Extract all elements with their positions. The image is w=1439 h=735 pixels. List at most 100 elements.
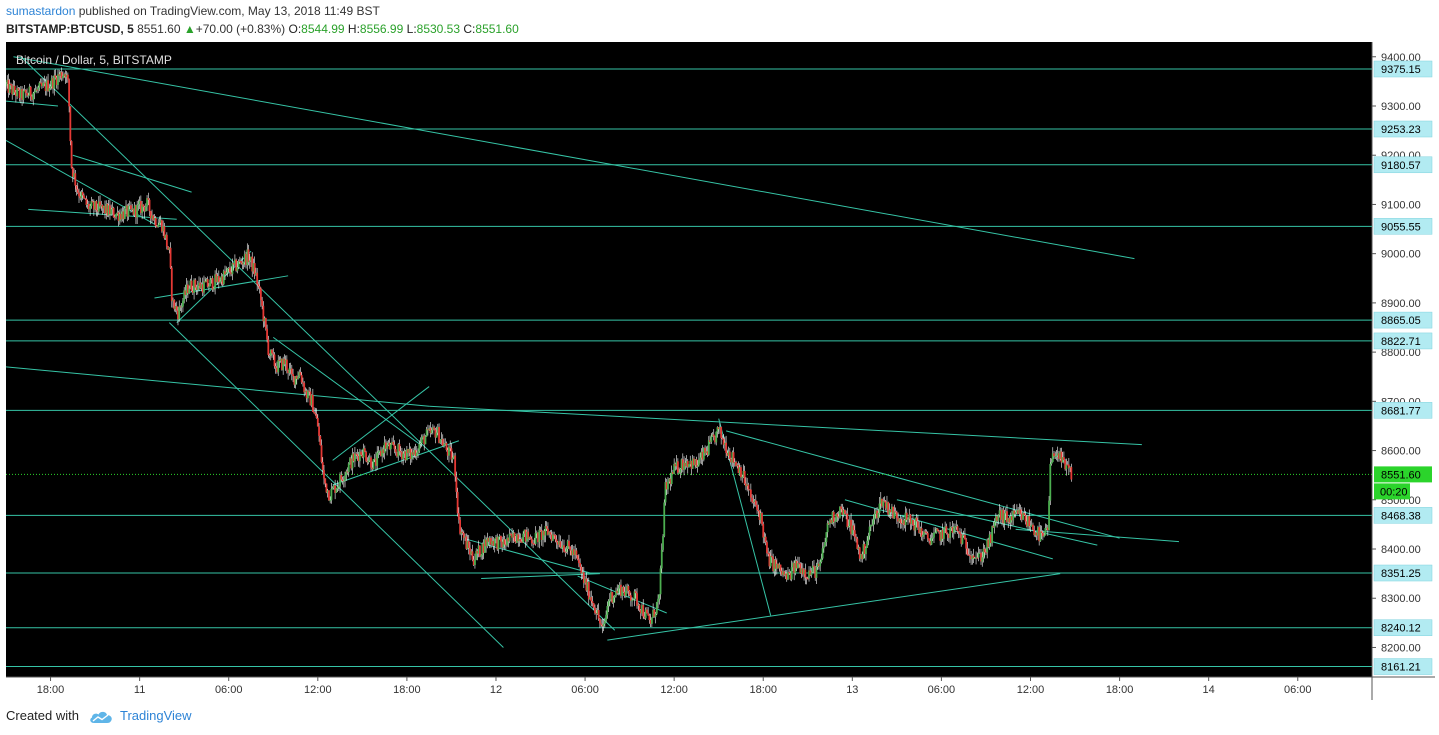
candle-body-229 bbox=[288, 368, 291, 373]
author-link[interactable]: sumastardon bbox=[6, 4, 76, 18]
y-tick-label-3: 9100.00 bbox=[1381, 199, 1421, 211]
candle-body-316 bbox=[396, 452, 398, 457]
candle-body-91 bbox=[117, 212, 120, 221]
candle-body-141 bbox=[179, 306, 182, 308]
candle-body-777 bbox=[966, 548, 969, 555]
candle-body-861 bbox=[1070, 467, 1073, 480]
candle-body-269 bbox=[337, 486, 340, 488]
candle-body-444 bbox=[554, 534, 557, 540]
candle-body-24 bbox=[34, 89, 37, 92]
chart-container[interactable]: 9400.00 9300.00 9200.00 9100.00 9000.00 8900.… bbox=[5, 42, 1435, 700]
candle-body-96 bbox=[123, 208, 126, 219]
candle-body-768 bbox=[955, 526, 958, 528]
candle-body-560 bbox=[697, 459, 700, 466]
candle-body-812 bbox=[1009, 516, 1012, 523]
trendline-10 bbox=[332, 440, 460, 486]
candle-body-636 bbox=[792, 563, 794, 568]
candle-body-230 bbox=[289, 368, 292, 370]
candle-body-692 bbox=[861, 554, 864, 560]
level-label-1: 9253.23 bbox=[1381, 124, 1421, 136]
candle-body-668 bbox=[831, 511, 834, 524]
symbol-line: BITSTAMP:BTCUSD, 5 8551.60 ▲+70.00 (+0.8… bbox=[6, 22, 519, 36]
candle-body-317 bbox=[397, 444, 400, 457]
candle-body-320 bbox=[401, 452, 403, 459]
candle-body-765 bbox=[951, 527, 954, 533]
candle-body-213 bbox=[268, 354, 271, 356]
candle-body-351 bbox=[439, 439, 442, 443]
candle-body-574 bbox=[715, 431, 718, 443]
tradingview-link[interactable]: TradingView bbox=[120, 708, 192, 723]
candle-body-215 bbox=[271, 349, 273, 354]
candle-body-127 bbox=[162, 226, 165, 232]
candle-body-436 bbox=[544, 526, 547, 536]
time-axis[interactable] bbox=[6, 677, 1372, 700]
candle-body-659 bbox=[820, 558, 823, 562]
plot-background[interactable] bbox=[6, 42, 1372, 677]
candle-body-750 bbox=[933, 532, 935, 538]
candles bbox=[5, 67, 1073, 634]
candle-body-147 bbox=[186, 284, 189, 294]
candle-body-257 bbox=[323, 470, 325, 479]
candle-body-167 bbox=[211, 278, 214, 290]
candle-body-417 bbox=[521, 541, 523, 543]
candle-body-603 bbox=[751, 497, 754, 502]
candle-body-88 bbox=[113, 217, 116, 219]
candle-body-718 bbox=[893, 511, 896, 519]
candle-body-753 bbox=[936, 528, 939, 532]
price-axis[interactable] bbox=[1372, 42, 1435, 700]
candle-body-346 bbox=[433, 427, 436, 430]
price-chart[interactable]: 9400.009300.009200.009100.009000.008900.… bbox=[5, 42, 1435, 700]
candle-body-153 bbox=[194, 279, 197, 288]
candle-body-489 bbox=[610, 592, 612, 600]
candle-body-222 bbox=[279, 358, 282, 362]
candle-body-710 bbox=[883, 500, 886, 502]
candle-body-143 bbox=[182, 300, 184, 307]
candle-body-145 bbox=[184, 290, 187, 296]
candle-body-429 bbox=[535, 532, 538, 534]
candle-body-743 bbox=[924, 531, 927, 533]
candle-body-134 bbox=[170, 267, 173, 302]
candle-body-4 bbox=[10, 83, 12, 86]
candle-body-360 bbox=[450, 448, 453, 460]
candle-body-737 bbox=[917, 521, 919, 528]
candle-body-178 bbox=[225, 272, 228, 275]
candle-body-165 bbox=[209, 279, 212, 287]
candle-body-557 bbox=[694, 459, 697, 466]
candle-body-434 bbox=[542, 530, 544, 540]
trendline-4 bbox=[72, 154, 192, 193]
candle-body-784 bbox=[975, 557, 977, 559]
current-price-box bbox=[1374, 466, 1432, 483]
trendline-9 bbox=[272, 336, 423, 447]
candle-body-474 bbox=[591, 601, 594, 604]
candle-body-747 bbox=[929, 540, 932, 545]
candle-body-322 bbox=[403, 451, 406, 454]
candle-body-89 bbox=[115, 213, 118, 218]
candle-body-258 bbox=[324, 478, 327, 484]
candle-body-333 bbox=[417, 451, 419, 453]
level-label-box-9 bbox=[1373, 619, 1433, 636]
candle-body-512 bbox=[638, 604, 641, 611]
candle-body-187 bbox=[236, 267, 239, 271]
candle-body-336 bbox=[420, 437, 423, 444]
candle-body-21 bbox=[31, 96, 33, 100]
candle-body-755 bbox=[939, 531, 942, 541]
candle-body-758 bbox=[942, 528, 945, 539]
candle-body-83 bbox=[107, 205, 110, 216]
candle-body-612 bbox=[762, 523, 765, 538]
candle-body-268 bbox=[336, 486, 339, 489]
candle-body-23 bbox=[33, 91, 36, 94]
level-label-box-3 bbox=[1373, 218, 1433, 235]
candle-body-81 bbox=[105, 203, 108, 214]
candle-body-759 bbox=[944, 526, 947, 529]
candle-body-160 bbox=[203, 281, 205, 293]
candle-body-180 bbox=[227, 267, 230, 269]
candle-body-287 bbox=[360, 451, 363, 455]
candle-body-325 bbox=[407, 449, 410, 453]
candle-body-675 bbox=[840, 506, 843, 510]
candle-body-390 bbox=[487, 537, 490, 542]
candle-body-785 bbox=[976, 557, 979, 559]
candle-body-255 bbox=[320, 445, 323, 463]
candle-body-465 bbox=[580, 566, 583, 574]
candle-body-621 bbox=[773, 559, 776, 572]
candle-body-521 bbox=[649, 619, 652, 624]
